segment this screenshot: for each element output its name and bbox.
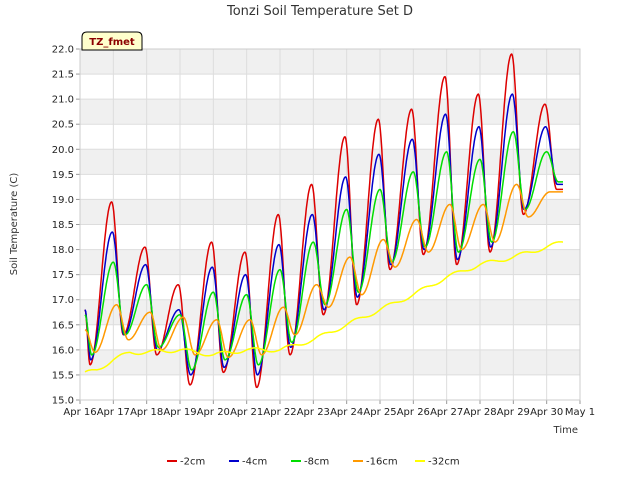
tz-fmet-badge: TZ_fmet <box>81 31 143 51</box>
x-tick-label: Apr 25 <box>363 407 396 418</box>
plot-band <box>80 124 580 150</box>
y-tick-label: 17.0 <box>52 295 74 306</box>
x-axis-label: Time <box>553 425 578 436</box>
y-tick-label: 15.0 <box>52 396 74 407</box>
plot-band <box>80 49 580 75</box>
y-axis-ticks: 15.0 15.5 16.0 16.5 17.0 17.5 18.0 18.5 19.0 19.5… <box>52 45 80 407</box>
y-tick-label: 18.5 <box>52 220 74 231</box>
x-tick-label: Apr 17 <box>97 407 130 418</box>
plot-frame <box>79 48 581 401</box>
y-tick-label: 17.5 <box>52 270 74 281</box>
legend-label: -8cm <box>304 457 329 468</box>
y-tick-label: 21.0 <box>52 95 74 106</box>
plot-band <box>80 149 580 175</box>
series-line-32cm <box>84 241 564 373</box>
legend: -2cm -4cm -8cm -16cm -32cm <box>167 457 460 468</box>
plot-band <box>80 349 580 375</box>
legend-label: -2cm <box>180 457 205 468</box>
plot-band <box>80 99 580 125</box>
legend-label: -4cm <box>242 457 267 468</box>
x-tick-label: Apr 29 <box>497 407 530 418</box>
x-tick-label: Apr 23 <box>297 407 330 418</box>
y-tick-label: 18.0 <box>52 245 74 256</box>
x-tick-label: Apr 30 <box>530 407 563 418</box>
series-lines <box>84 53 564 389</box>
x-tick-label: Apr 16 <box>63 407 96 418</box>
y-tick-label: 21.5 <box>52 70 74 81</box>
x-tick-label: Apr 28 <box>463 407 496 418</box>
x-tick-label: May 1 <box>565 407 595 418</box>
plot-band <box>80 224 580 250</box>
series-line-16cm <box>84 183 564 359</box>
y-tick-label: 16.5 <box>52 320 74 331</box>
chart-title: Tonzi Soil Temperature Set D <box>226 4 413 19</box>
plot-band <box>80 199 580 225</box>
y-axis-label: Soil Temperature (C) <box>9 173 20 276</box>
plot-band <box>80 74 580 100</box>
x-tick-label: Apr 24 <box>330 407 363 418</box>
y-tick-label: 20.0 <box>52 145 74 156</box>
x-tick-label: Apr 19 <box>163 407 196 418</box>
plot-band <box>80 174 580 200</box>
y-tick-label: 15.5 <box>52 370 74 381</box>
y-tick-label: 20.5 <box>52 120 74 131</box>
x-tick-label: Apr 21 <box>230 407 263 418</box>
x-tick-label: Apr 20 <box>197 407 230 418</box>
x-tick-label: Apr 18 <box>130 407 163 418</box>
legend-label: -16cm <box>366 457 398 468</box>
y-tick-label: 22.0 <box>52 45 74 56</box>
plot-band <box>80 374 580 400</box>
x-tick-label: Apr 22 <box>263 407 296 418</box>
x-tick-label: Apr 26 <box>397 407 430 418</box>
x-tick-label: Apr 27 <box>430 407 463 418</box>
y-tick-label: 19.5 <box>52 170 74 181</box>
badge-label: TZ_fmet <box>89 37 135 48</box>
legend-label: -32cm <box>428 457 460 468</box>
plot-band <box>80 299 580 325</box>
y-tick-label: 16.0 <box>52 345 74 356</box>
y-tick-label: 19.0 <box>52 195 74 206</box>
series-line-8cm <box>84 131 564 371</box>
x-axis-ticks: Apr 16 Apr 17 Apr 18 Apr 19 Apr 20 Apr 21 Apr … <box>63 400 595 418</box>
